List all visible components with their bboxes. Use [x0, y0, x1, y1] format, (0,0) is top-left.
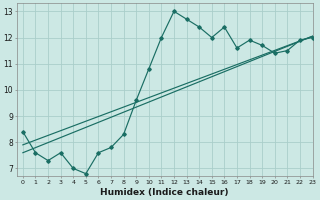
- X-axis label: Humidex (Indice chaleur): Humidex (Indice chaleur): [100, 188, 229, 197]
